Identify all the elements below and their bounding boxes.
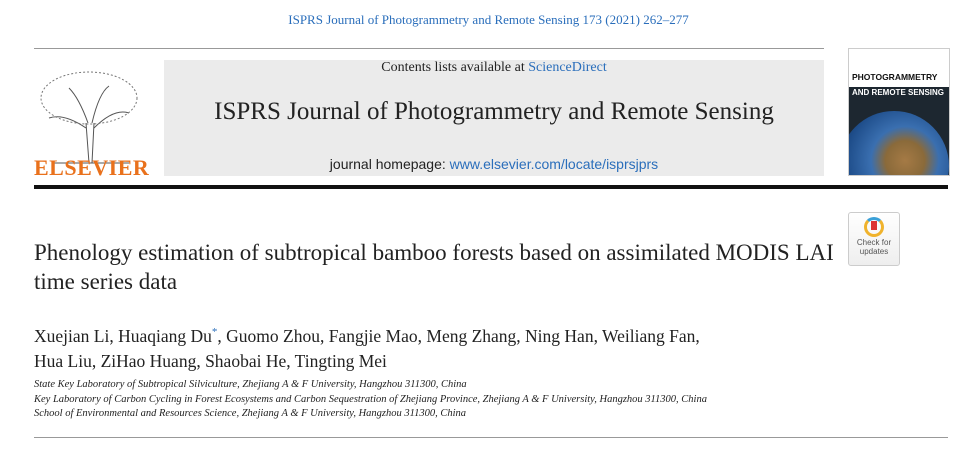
- author-list: Xuejian Li, Huaqiang Du*, Guomo Zhou, Fa…: [34, 320, 834, 374]
- bookmark-icon: [864, 217, 884, 237]
- affiliations: State Key Laboratory of Subtropical Silv…: [34, 378, 834, 422]
- journal-banner: [164, 60, 824, 176]
- authors-part-1: Xuejian Li, Huaqiang Du: [34, 325, 212, 346]
- homepage-prefix: journal homepage:: [329, 156, 450, 172]
- affiliation: School of Environmental and Resources Sc…: [34, 408, 467, 419]
- contents-line: Contents lists available at ScienceDirec…: [164, 60, 824, 76]
- journal-cover-image[interactable]: PHOTOGRAMMETRY AND REMOTE SENSING: [848, 48, 950, 176]
- article-title: Phenology estimation of subtropical bamb…: [34, 240, 834, 294]
- check-for-updates-button[interactable]: Check for updates: [848, 212, 900, 266]
- divider: [34, 48, 824, 49]
- journal-title: ISPRS Journal of Photogrammetry and Remo…: [214, 98, 774, 125]
- cover-title-1: PHOTOGRAMMETRY: [852, 72, 938, 82]
- journal-citation[interactable]: ISPRS Journal of Photogrammetry and Remo…: [288, 12, 689, 27]
- homepage-link[interactable]: www.elsevier.com/locate/isprsjprs: [449, 156, 659, 172]
- authors-part-2: , Guomo Zhou, Fangjie Mao, Meng Zhang, N…: [217, 325, 700, 346]
- elsevier-wordmark: ELSEVIER: [34, 155, 150, 180]
- check-label-1: Check for: [856, 238, 892, 247]
- cover-header: [849, 49, 949, 87]
- affiliation: State Key Laboratory of Subtropical Silv…: [34, 379, 467, 390]
- divider: [34, 437, 948, 438]
- sciencedirect-link[interactable]: ScienceDirect: [528, 60, 607, 75]
- check-label-2: updates: [859, 247, 889, 256]
- elsevier-tree-logo: [40, 71, 138, 164]
- header-rule: [34, 185, 948, 189]
- earth-globe-image: [849, 111, 949, 175]
- contents-prefix: Contents lists available at: [381, 60, 529, 75]
- cover-title-2: AND REMOTE SENSING: [852, 88, 945, 97]
- affiliation: Key Laboratory of Carbon Cycling in Fore…: [34, 393, 707, 405]
- corresponding-author-mark[interactable]: *: [211, 326, 218, 338]
- homepage-line: journal homepage: www.elsevier.com/locat…: [164, 156, 824, 172]
- authors-part-3: Hua Liu, ZiHao Huang, Shaobai He, Tingti…: [34, 350, 387, 371]
